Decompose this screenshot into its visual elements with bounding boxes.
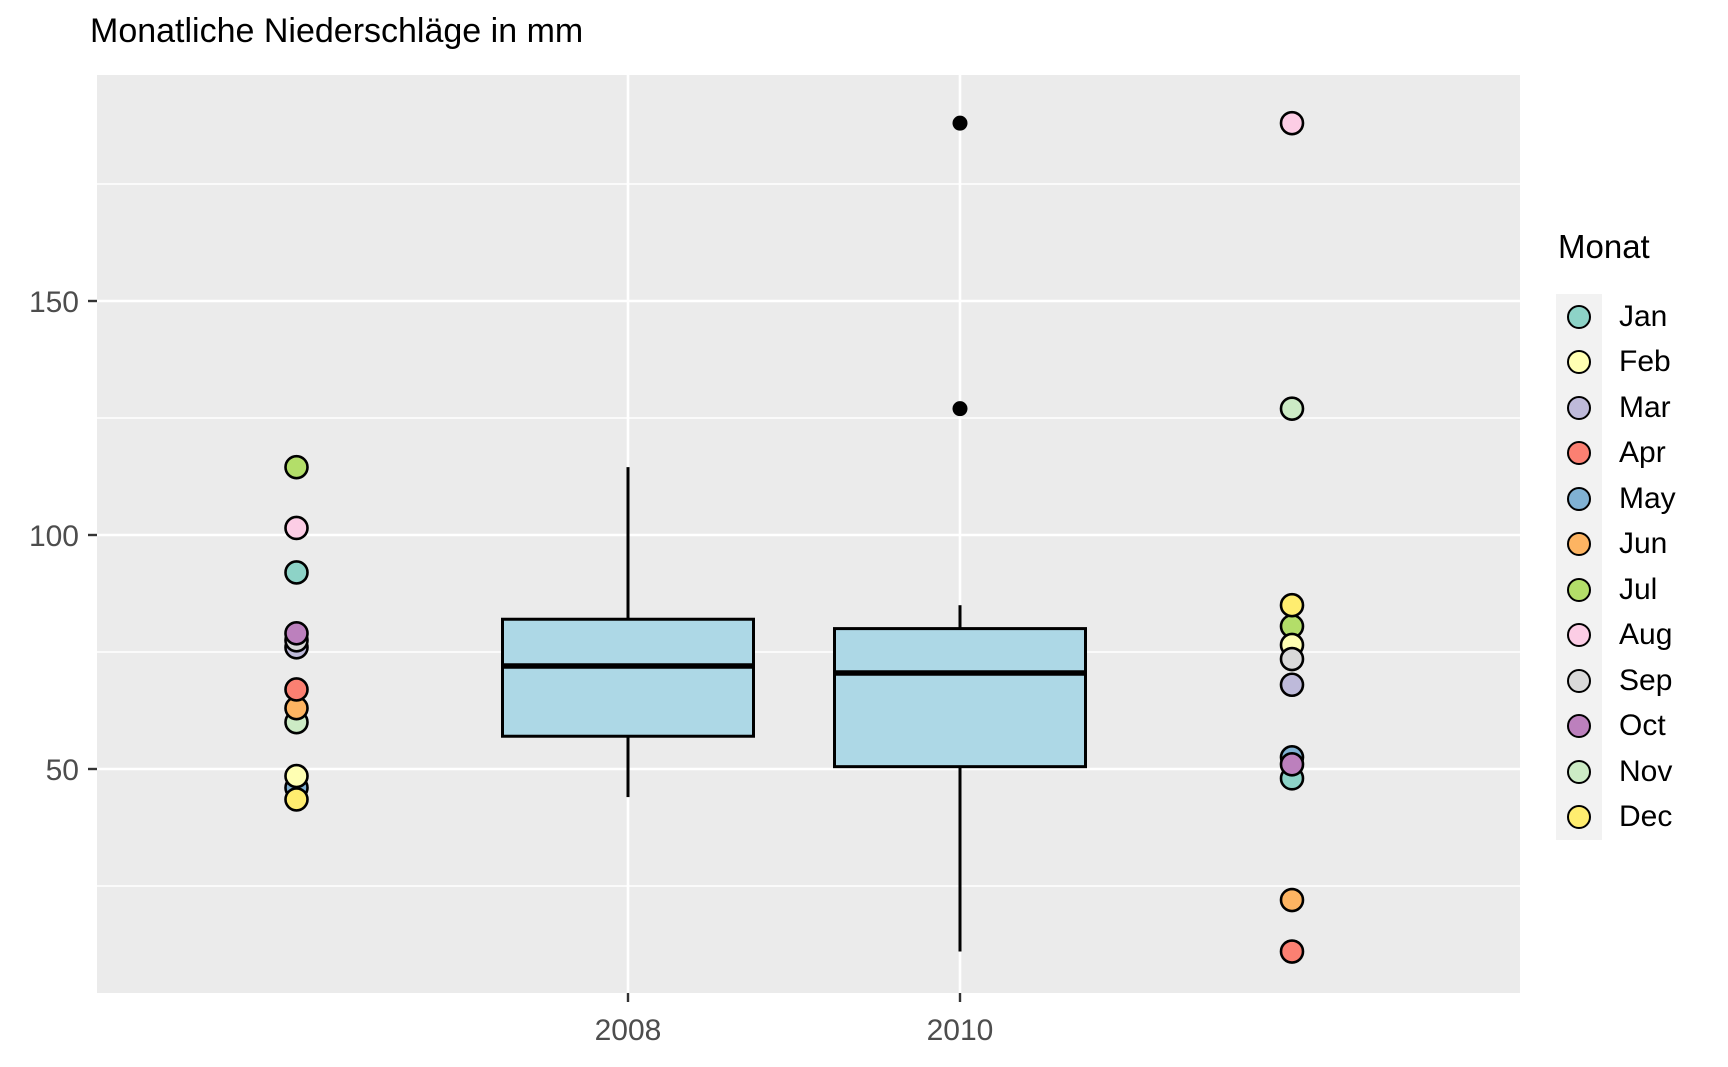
legend-label: Apr [1619,436,1666,470]
y-tick-label: 150 [29,286,79,319]
legend-keybox [1556,385,1602,431]
legend-swatch-feb-icon [1567,350,1591,375]
legend-swatch-jul-icon [1567,577,1591,602]
point-2010-dec [1279,592,1305,618]
legend-title: Monat [1558,228,1650,265]
legend-label: Sep [1619,663,1673,697]
legend-keybox [1556,521,1602,567]
legend-label: Oct [1619,709,1666,743]
legend-swatch-aug-icon [1567,623,1591,648]
legend-entry-mar: Mar [1556,385,1676,431]
point-2010-sep [1279,646,1305,672]
x-tick-label: 2010 [927,1014,994,1047]
legend-label: Jun [1619,527,1668,561]
chart-title: Monatliche Niederschläge in mm [90,12,584,50]
outlier-point [952,115,968,131]
point-2010-jun [1279,887,1305,913]
legend-keybox [1556,476,1602,522]
legend-swatch-jan-icon [1567,304,1591,329]
legend-keybox [1556,339,1602,385]
point-2008-oct [284,620,309,646]
point-2008-jan [284,560,309,585]
outlier-point [952,401,968,417]
legend-keybox [1556,794,1602,840]
legend-swatch-mar-icon [1567,395,1591,420]
y-tick-label: 50 [46,754,79,787]
legend-swatch-jun-icon [1567,532,1591,557]
legend-entry-nov: Nov [1556,749,1676,795]
legend-entry-aug: Aug [1556,612,1676,658]
point-2008-dec [284,787,309,812]
x-tick-label: 2008 [595,1014,662,1047]
legend-swatch-may-icon [1567,486,1591,511]
legend-keybox [1556,430,1602,476]
point-2008-aug [284,515,309,541]
point-2010-nov [1279,396,1305,421]
legend-entry-may: May [1556,476,1676,522]
legend-keybox [1556,703,1602,749]
legend-entry-jul: Jul [1556,567,1676,613]
legend-keybox [1556,749,1602,795]
legend-swatch-nov-icon [1567,759,1591,784]
legend-entry-feb: Feb [1556,339,1676,385]
point-2008-apr [284,677,309,702]
legend-label: Mar [1619,390,1671,424]
point-2008-feb [284,763,309,789]
legend-label: Aug [1619,618,1673,652]
legend-keybox [1556,612,1602,658]
point-2010-mar [1279,672,1305,698]
legend-entry-dec: Dec [1556,794,1676,840]
point-2010-oct [1279,752,1305,777]
legend-entry-jan: Jan [1556,294,1676,340]
legend-label: Jul [1619,572,1658,606]
box-2010 [833,627,1087,769]
legend-label: Jan [1619,299,1668,333]
legend-keybox [1556,567,1602,613]
legend-swatch-dec-icon [1567,805,1591,830]
legend-label: Nov [1619,754,1673,788]
legend-label: May [1619,481,1676,515]
legend-entry-sep: Sep [1556,658,1676,704]
point-2008-jul [284,454,309,480]
legend-entry-jun: Jun [1556,521,1676,567]
legend-label: Dec [1619,800,1673,834]
legend-keys: Jan Feb Mar Apr May Jun Jul Aug Sep Oct Nov Dec [1556,294,1676,840]
point-2010-apr [1279,939,1305,964]
legend-entry-apr: Apr [1556,430,1676,476]
legend-entry-oct: Oct [1556,703,1676,749]
legend-swatch-sep-icon [1567,668,1591,693]
point-2010-aug [1279,110,1305,136]
box-2008 [501,617,755,738]
legend-label: Feb [1619,345,1671,379]
y-tick-label: 100 [29,520,79,553]
legend-keybox [1556,294,1602,340]
legend-keybox [1556,658,1602,704]
legend-swatch-apr-icon [1567,441,1591,466]
legend-swatch-oct-icon [1567,714,1591,739]
